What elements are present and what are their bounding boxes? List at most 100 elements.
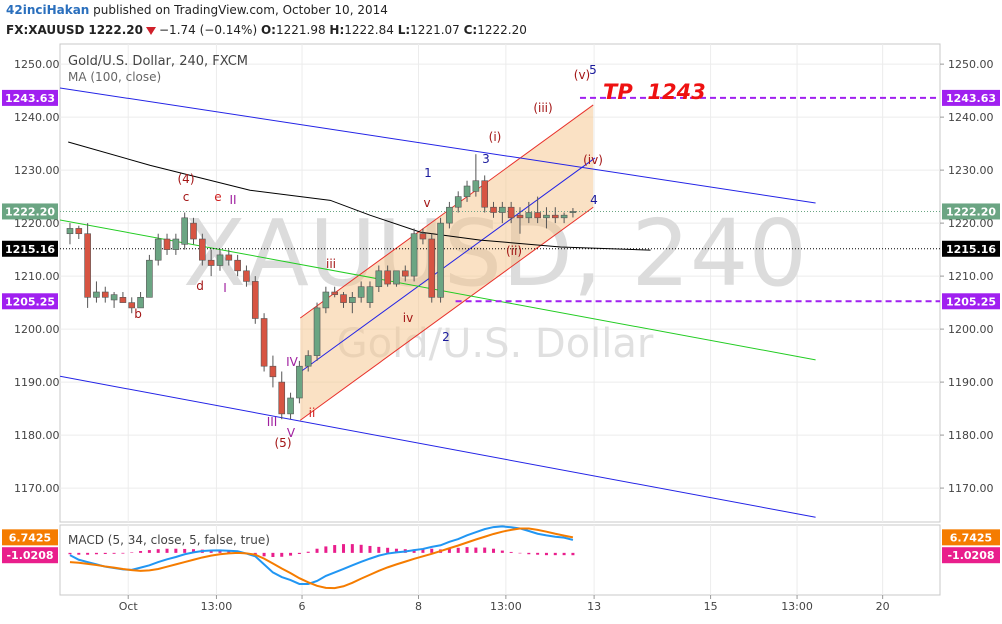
wave-label: (5) <box>275 436 292 450</box>
macd-histogram-bar <box>536 552 540 555</box>
price-tag-label: 1243.63 <box>946 92 996 105</box>
price-tag-label: 1205.25 <box>5 295 55 308</box>
macd-histogram-bar <box>227 551 231 553</box>
price-tag-label: 1205.25 <box>946 295 996 308</box>
macd-histogram-bar <box>527 552 531 555</box>
y-tick-label: 1240.00 <box>948 111 994 124</box>
candle-body <box>384 270 391 285</box>
macd-histogram-bar <box>350 544 354 553</box>
candle-body <box>393 270 400 285</box>
macd-histogram-bar <box>544 552 548 556</box>
candle-body <box>84 233 91 298</box>
take-profit-label: TP 1243 <box>603 80 706 104</box>
candle-body <box>516 214 524 219</box>
y-tick-label: 1250.00 <box>14 58 60 71</box>
macd-tag-label: 6.7425 <box>9 531 51 544</box>
symbol: FX:XAUUSD <box>6 23 85 37</box>
ma-label: MA (100, close) <box>68 70 161 84</box>
macd-histogram-bar <box>359 544 363 553</box>
y-tick-label: 1230.00 <box>14 164 60 177</box>
wave-label: e <box>214 190 221 204</box>
channel-fill <box>300 104 594 421</box>
trend-line <box>299 157 596 373</box>
candle-body <box>331 291 338 295</box>
wave-label: 3 <box>482 152 490 166</box>
macd-histogram-bar <box>421 549 425 553</box>
candle-body <box>569 211 577 213</box>
macd-histogram-bar <box>289 552 293 556</box>
macd-histogram-bar <box>183 548 187 553</box>
author[interactable]: 42inciHakan <box>6 3 90 17</box>
candle-body <box>260 318 268 367</box>
wave-label: c <box>183 190 190 204</box>
macd-histogram-bar <box>103 552 107 555</box>
y-tick-label: 1180.00 <box>14 429 60 442</box>
macd-tag <box>942 547 1000 564</box>
ohlc-value: 1222.84 <box>344 23 394 37</box>
candle-body <box>225 254 233 261</box>
macd-tag-label: -1.0208 <box>947 549 994 562</box>
macd-histogram-bar <box>377 546 381 553</box>
wave-label: (i) <box>489 130 502 144</box>
macd-histogram-bar <box>306 551 310 553</box>
macd-histogram-bar <box>430 548 434 553</box>
candle-body <box>507 206 515 219</box>
y-tick-label: 1250.00 <box>948 58 994 71</box>
candle-body <box>66 228 74 235</box>
candle-body <box>463 185 471 197</box>
candle-body <box>137 297 144 309</box>
macd-histogram-bar <box>483 547 487 553</box>
x-tick-label: 8 <box>415 600 422 613</box>
y-tick-label: 1230.00 <box>948 164 994 177</box>
macd-histogram-bar <box>492 548 496 553</box>
macd-histogram-bar <box>218 550 222 553</box>
candle-body <box>172 238 180 250</box>
price-tag-label: 1215.16 <box>5 243 55 256</box>
macd-histogram-bar <box>509 551 513 553</box>
ohlc-label: H: <box>329 23 345 37</box>
y-tick-label: 1190.00 <box>948 376 994 389</box>
macd-histogram-bar <box>139 551 143 553</box>
pane-title: Gold/U.S. Dollar, 240, FXCM <box>68 54 248 69</box>
candle-body <box>375 270 383 288</box>
macd-tag <box>2 547 58 564</box>
channel-line <box>299 206 594 421</box>
y-tick-label: 1240.00 <box>14 111 60 124</box>
trend-line <box>60 87 816 204</box>
macd-histogram-bar <box>562 552 566 556</box>
macd-histogram-bar <box>86 552 90 555</box>
change: −1.74 (−0.14%) <box>159 23 258 37</box>
wave-label: 5 <box>589 63 597 77</box>
candle-body <box>278 381 286 415</box>
x-tick-label: 15 <box>704 600 718 613</box>
y-tick-label: 1180.00 <box>948 429 994 442</box>
macd-histogram-bar <box>147 550 151 553</box>
x-tick-label: 6 <box>299 600 306 613</box>
wave-label: I <box>223 281 227 295</box>
candle-body <box>446 206 453 224</box>
y-tick-label: 1170.00 <box>948 482 994 495</box>
price-tag-label: 1222.20 <box>946 205 996 218</box>
ohlc-value: 1221.07 <box>410 23 460 37</box>
macd-histogram-bar <box>156 549 160 553</box>
x-tick-label: 13 <box>587 600 601 613</box>
macd-histogram-bar <box>297 552 301 555</box>
ohlc-label: C: <box>463 23 478 37</box>
candle-body <box>154 238 162 261</box>
price-tag <box>2 293 58 310</box>
wave-label: v <box>423 196 430 210</box>
candle-body <box>560 214 568 219</box>
macd-histogram-bar <box>342 544 346 553</box>
candle-body <box>322 291 330 309</box>
moving-average <box>68 141 651 251</box>
candle-body <box>181 217 188 245</box>
candle-body <box>207 259 215 266</box>
macd-histogram-bar <box>280 552 284 557</box>
macd-histogram-bar <box>571 552 575 556</box>
price-tag <box>2 89 58 106</box>
candle-body <box>472 180 480 192</box>
price-tag <box>942 293 1000 310</box>
candle-body <box>534 212 541 219</box>
